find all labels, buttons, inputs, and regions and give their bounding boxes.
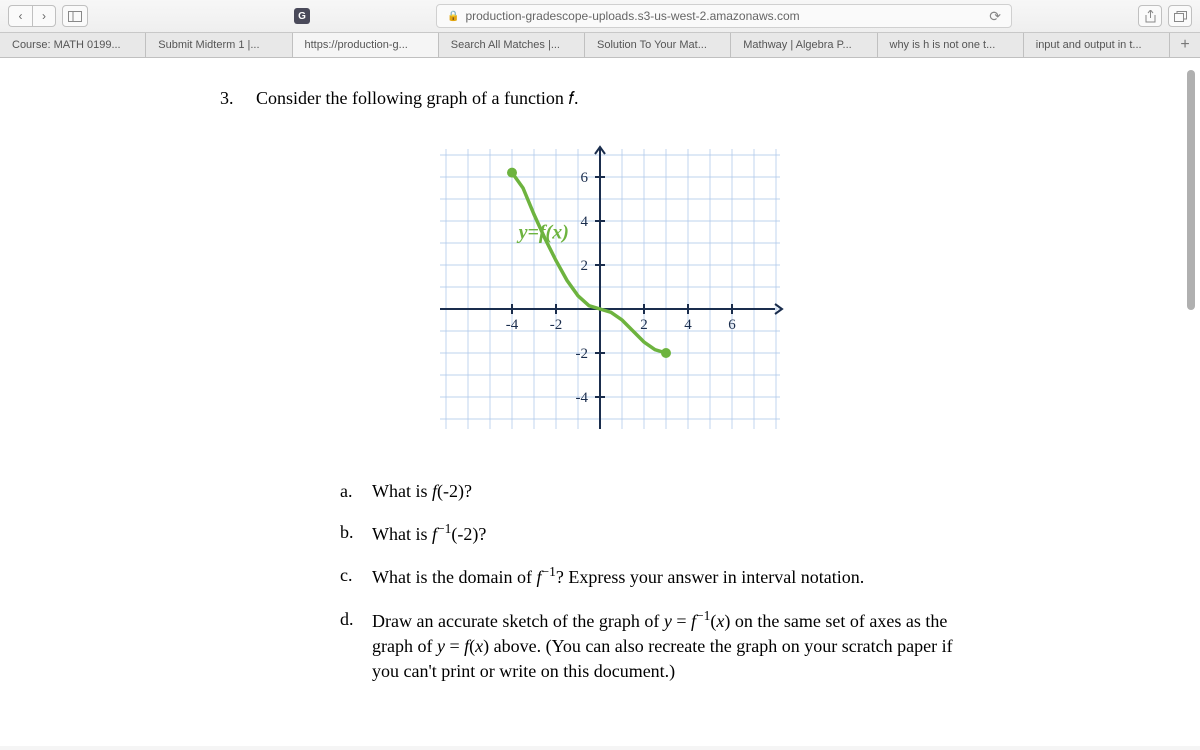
tab-why-h[interactable]: why is h is not one t... [878,33,1024,57]
graph-container: -4 -2 2 4 6 6 4 2 -2 -4 y=f(x) [220,129,980,449]
reload-icon[interactable]: ⟳ [989,8,1001,25]
nav-back-forward: ‹ › [8,5,56,27]
sub-text: What is the domain of f−1? Express your … [372,563,980,590]
browser-chrome: ‹ › G 🔒 production-gradescope-uploads.s3… [0,0,1200,58]
svg-text:-4: -4 [576,390,589,406]
tabs-bar: Course: MATH 0199... Submit Midterm 1 |.… [0,32,1200,57]
tabs-button[interactable] [1168,5,1192,27]
tab-search-matches[interactable]: Search All Matches |... [439,33,585,57]
question-number: 3. [220,88,240,109]
scrollbar[interactable] [1184,70,1198,740]
sub-questions: a. What is f(-2)? b. What is f−1(-2)? c.… [340,479,980,684]
document: 3. Consider the following graph of a fun… [160,88,1040,684]
sub-question-b: b. What is f−1(-2)? [340,520,980,547]
sub-letter: a. [340,479,358,504]
svg-text:-2: -2 [576,346,589,362]
svg-text:-2: -2 [550,317,563,333]
svg-text:4: 4 [684,317,692,333]
lock-icon: 🔒 [447,11,459,22]
tab-add-button[interactable]: + [1170,33,1200,57]
right-buttons [1138,5,1192,27]
svg-text:y=f(x): y=f(x) [517,222,569,244]
sub-text: What is f(-2)? [372,479,980,504]
favicon: G [294,8,310,24]
content-area: 3. Consider the following graph of a fun… [0,58,1200,746]
sub-question-a: a. What is f(-2)? [340,479,980,504]
share-button[interactable] [1138,5,1162,27]
svg-text:-4: -4 [506,317,519,333]
tab-submit-midterm[interactable]: Submit Midterm 1 |... [146,33,292,57]
tab-solution[interactable]: Solution To Your Mat... [585,33,731,57]
svg-text:2: 2 [640,317,648,333]
scrollbar-thumb[interactable] [1187,70,1195,310]
sub-letter: c. [340,563,358,590]
toolbar: ‹ › G 🔒 production-gradescope-uploads.s3… [0,0,1200,32]
tab-production[interactable]: https://production-g... [293,33,439,57]
tab-mathway[interactable]: Mathway | Algebra P... [731,33,877,57]
sub-question-d: d. Draw an accurate sketch of the graph … [340,607,980,685]
svg-text:2: 2 [581,258,589,274]
question-header: 3. Consider the following graph of a fun… [220,88,980,109]
svg-text:6: 6 [581,170,589,186]
sub-letter: d. [340,607,358,685]
function-graph: -4 -2 2 4 6 6 4 2 -2 -4 y=f(x) [400,129,800,449]
sub-question-c: c. What is the domain of f−1? Express yo… [340,563,980,590]
sidebar-toggle[interactable] [62,5,88,27]
sub-text: What is f−1(-2)? [372,520,980,547]
tab-input-output[interactable]: input and output in t... [1024,33,1170,57]
back-button[interactable]: ‹ [8,5,32,27]
sub-text: Draw an accurate sketch of the graph of … [372,607,980,685]
tab-course-math[interactable]: Course: MATH 0199... [0,33,146,57]
forward-button[interactable]: › [32,5,56,27]
svg-text:4: 4 [581,214,589,230]
sub-letter: b. [340,520,358,547]
question-prompt: Consider the following graph of a functi… [256,88,579,109]
svg-text:6: 6 [728,317,736,333]
url-text: production-gradescope-uploads.s3-us-west… [465,9,799,23]
url-bar[interactable]: 🔒 production-gradescope-uploads.s3-us-we… [436,4,1012,28]
